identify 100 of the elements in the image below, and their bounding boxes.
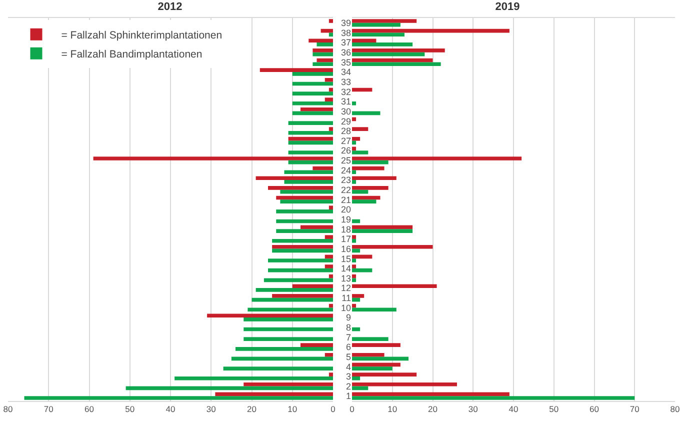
bar: [328, 127, 333, 131]
bar: [312, 166, 333, 170]
y-tick-label: 7: [346, 332, 351, 342]
bar: [328, 206, 333, 210]
bar: [300, 107, 333, 112]
bar: [328, 19, 333, 23]
bar: [352, 140, 356, 145]
bar: [352, 196, 380, 200]
bar: [352, 238, 356, 243]
bar: [352, 136, 360, 141]
bar: [300, 225, 333, 230]
bar: [352, 386, 368, 390]
bar: [352, 62, 441, 66]
bar: [352, 327, 360, 332]
x-tick-label: 60: [590, 404, 600, 414]
bar: [252, 298, 333, 302]
x-tick-label: 70: [44, 404, 54, 414]
bar: [352, 392, 510, 396]
y-tick-label: 38: [340, 28, 351, 38]
bar: [352, 101, 356, 106]
bar: [324, 235, 333, 239]
bar: [352, 274, 356, 278]
bar: [276, 210, 333, 214]
bar: [324, 98, 333, 102]
bar: [324, 254, 333, 259]
bar: [352, 337, 388, 341]
bar: [244, 337, 333, 341]
bar: [126, 386, 333, 390]
bar: [248, 308, 333, 312]
bar: [284, 170, 333, 174]
y-tick-label: 28: [340, 126, 351, 136]
bar: [352, 117, 356, 122]
bar: [352, 111, 380, 116]
bar: [352, 166, 384, 170]
bar: [352, 284, 437, 288]
bar: [328, 274, 333, 278]
bar: [352, 372, 417, 376]
bar: [288, 150, 333, 154]
bar: [280, 200, 333, 204]
bar: [352, 180, 356, 184]
x-tick-label: 40: [508, 404, 518, 414]
bar: [272, 248, 333, 253]
bar: [324, 264, 333, 268]
bar: [352, 308, 396, 312]
bar: [352, 235, 356, 239]
bar: [312, 52, 333, 56]
x-tick-label: 60: [84, 404, 94, 414]
bar: [352, 294, 364, 298]
bar: [352, 382, 457, 386]
x-tick-label: 10: [288, 404, 298, 414]
bar: [312, 62, 333, 66]
y-tick-label: 4: [346, 362, 351, 372]
bar: [316, 58, 333, 62]
y-tick-label: 12: [340, 283, 351, 294]
bar: [272, 238, 333, 243]
bar: [272, 294, 333, 298]
y-tick-label: 5: [346, 352, 351, 362]
y-tick-label: 14: [340, 264, 351, 274]
bar: [288, 160, 333, 164]
bar: [352, 170, 356, 174]
y-tick-label: 21: [340, 194, 351, 205]
y-tick-label: 26: [340, 146, 351, 156]
bar: [352, 258, 356, 262]
bar: [328, 32, 333, 37]
bar: [352, 127, 368, 131]
bar: [292, 101, 333, 106]
x-tick-label: 40: [166, 404, 176, 414]
y-tick-label: 33: [340, 76, 351, 87]
y-tick-label: 10: [340, 302, 351, 313]
bar: [352, 88, 372, 92]
y-tick-label: 32: [340, 86, 351, 97]
bar: [207, 314, 333, 318]
bar: [288, 121, 333, 125]
bar: [223, 366, 333, 370]
bar: [352, 38, 376, 43]
bar: [352, 22, 400, 27]
bar: [352, 248, 360, 253]
y-tick-label: 16: [340, 244, 351, 254]
y-tick-label: 8: [346, 322, 351, 332]
x-tick-label: 30: [468, 404, 478, 414]
bar: [352, 396, 635, 400]
bar: [244, 327, 333, 332]
x-tick-label: 30: [206, 404, 216, 414]
bar: [288, 140, 333, 145]
bar: [352, 264, 356, 268]
bar: [352, 150, 368, 154]
bar: [352, 366, 392, 370]
bar: [352, 229, 413, 233]
bar: [352, 268, 372, 272]
x-tick-label: 70: [630, 404, 640, 414]
bar: [256, 176, 333, 180]
y-tick-label: 24: [340, 165, 351, 176]
x-tick-label: 80: [670, 404, 680, 414]
bar: [352, 376, 360, 380]
bar: [244, 382, 333, 386]
bar: [352, 160, 388, 164]
bar: [244, 318, 333, 322]
bar: [288, 130, 333, 135]
x-tick-label: 80: [3, 404, 13, 414]
bar: [352, 28, 510, 33]
